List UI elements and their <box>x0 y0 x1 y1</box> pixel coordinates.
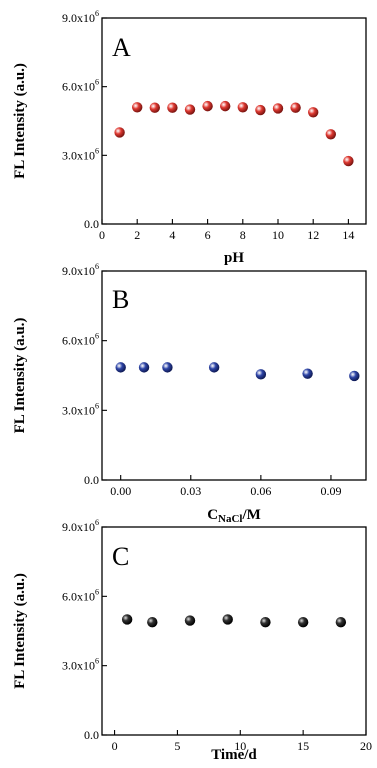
data-point <box>115 362 126 373</box>
data-point <box>167 102 178 113</box>
y-axis-label: FL Intensity (a.u.) <box>12 573 28 689</box>
data-point <box>260 617 271 628</box>
y-tick-mantissa: 6.0x10 <box>62 334 95 348</box>
x-tick-label: 8 <box>240 228 246 242</box>
y-tick-mantissa: 9.0x10 <box>62 264 95 278</box>
x-axis-label-unit: /M <box>241 507 260 523</box>
x-tick-label: 4 <box>169 228 175 242</box>
y-tick-exponent: 6 <box>95 587 99 596</box>
data-point <box>308 107 319 118</box>
data-point <box>202 100 213 112</box>
y-tick-label: 0.0 <box>84 473 99 487</box>
y-tick-exponent: 6 <box>95 401 99 410</box>
y-tick-label: 0.0 <box>84 728 99 742</box>
y-tick-mantissa: 6.0x10 <box>62 80 95 94</box>
data-point <box>343 155 354 167</box>
y-tick-mantissa: 0.0 <box>84 473 99 487</box>
x-axis-label: CNaCl/M <box>207 507 261 525</box>
x-tick-label: 2 <box>134 228 140 242</box>
data-point <box>121 614 133 625</box>
x-tick-label: 6 <box>205 228 211 242</box>
y-tick-label: 6.0x106 <box>62 78 99 94</box>
y-axis-label: FL Intensity (a.u.) <box>12 318 28 434</box>
y-tick-label: 0.0 <box>84 217 99 231</box>
y-tick-label: 6.0x106 <box>62 587 99 603</box>
data-point <box>208 362 220 373</box>
plot-frame <box>101 17 367 225</box>
x-tick-label: 10 <box>234 739 246 753</box>
x-tick-label: 0 <box>99 228 105 242</box>
y-tick-exponent: 6 <box>95 9 99 18</box>
x-tick-label: 0.03 <box>180 484 201 498</box>
y-tick-label: 3.0x106 <box>62 657 99 673</box>
y-tick-exponent: 6 <box>95 146 99 155</box>
y-tick-label: 6.0x106 <box>62 332 99 348</box>
panel-label-b: B <box>112 285 129 314</box>
plot-frame <box>101 526 367 736</box>
data-point <box>237 102 248 113</box>
y-tick-exponent: 6 <box>95 657 99 666</box>
y-tick-label: 3.0x106 <box>62 146 99 162</box>
x-tick-label: 0.06 <box>250 484 271 498</box>
data-point <box>255 104 266 116</box>
data-point <box>138 362 150 373</box>
panel-label-a: A <box>112 33 131 62</box>
data-point <box>302 368 313 379</box>
y-axis-label: FL Intensity (a.u.) <box>12 63 28 179</box>
data-point <box>349 370 360 382</box>
y-tick-label: 3.0x106 <box>62 401 99 417</box>
y-tick-mantissa: 3.0x10 <box>62 403 95 417</box>
y-tick-mantissa: 9.0x10 <box>62 11 95 25</box>
y-tick-mantissa: 3.0x10 <box>62 148 95 162</box>
data-point <box>220 100 231 112</box>
x-tick-label: 0 <box>112 739 118 753</box>
x-axis-label: Time/d <box>211 747 257 763</box>
plot-frame <box>101 270 367 481</box>
data-point <box>290 102 301 113</box>
x-axis-label: pH <box>224 250 244 266</box>
y-tick-label: 9.0x106 <box>62 518 99 534</box>
y-tick-mantissa: 0.0 <box>84 728 99 742</box>
x-tick-label: 15 <box>297 739 309 753</box>
x-axis-label-main: C <box>207 507 218 523</box>
chart-panel-b: 0.00 0.03 0.06 0.090.03.0x1066.0x1069.0x106… <box>12 262 367 525</box>
y-tick-exponent: 6 <box>95 78 99 87</box>
y-tick-label: 9.0x106 <box>62 9 99 25</box>
data-point <box>149 102 160 113</box>
x-axis-label-subscript: NaCl <box>218 513 242 525</box>
data-point <box>335 617 347 628</box>
y-tick-exponent: 6 <box>95 518 99 527</box>
panel-label-c: C <box>112 542 129 571</box>
x-tick-label: 0.00 <box>110 484 131 498</box>
data-point <box>114 127 125 138</box>
y-tick-mantissa: 0.0 <box>84 217 99 231</box>
data-point <box>184 615 196 626</box>
data-point <box>297 617 309 628</box>
data-point <box>147 617 158 628</box>
x-tick-label: 14 <box>342 228 354 242</box>
y-tick-mantissa: 6.0x10 <box>62 589 95 603</box>
x-tick-label: 0.09 <box>320 484 341 498</box>
data-point <box>255 369 267 380</box>
x-tick-label: 5 <box>174 739 180 753</box>
y-tick-label: 9.0x106 <box>62 262 99 278</box>
x-tick-label: 10 <box>272 228 284 242</box>
y-tick-exponent: 6 <box>95 332 99 341</box>
data-point <box>222 614 233 625</box>
data-point <box>272 103 284 114</box>
data-point <box>184 104 196 115</box>
y-tick-mantissa: 9.0x10 <box>62 520 95 534</box>
y-tick-mantissa: 3.0x10 <box>62 659 95 673</box>
data-point <box>132 102 143 113</box>
y-tick-exponent: 6 <box>95 262 99 271</box>
x-tick-label: 12 <box>307 228 319 242</box>
data-point <box>162 362 173 373</box>
x-tick-label: 20 <box>360 739 372 753</box>
data-point <box>325 129 336 140</box>
